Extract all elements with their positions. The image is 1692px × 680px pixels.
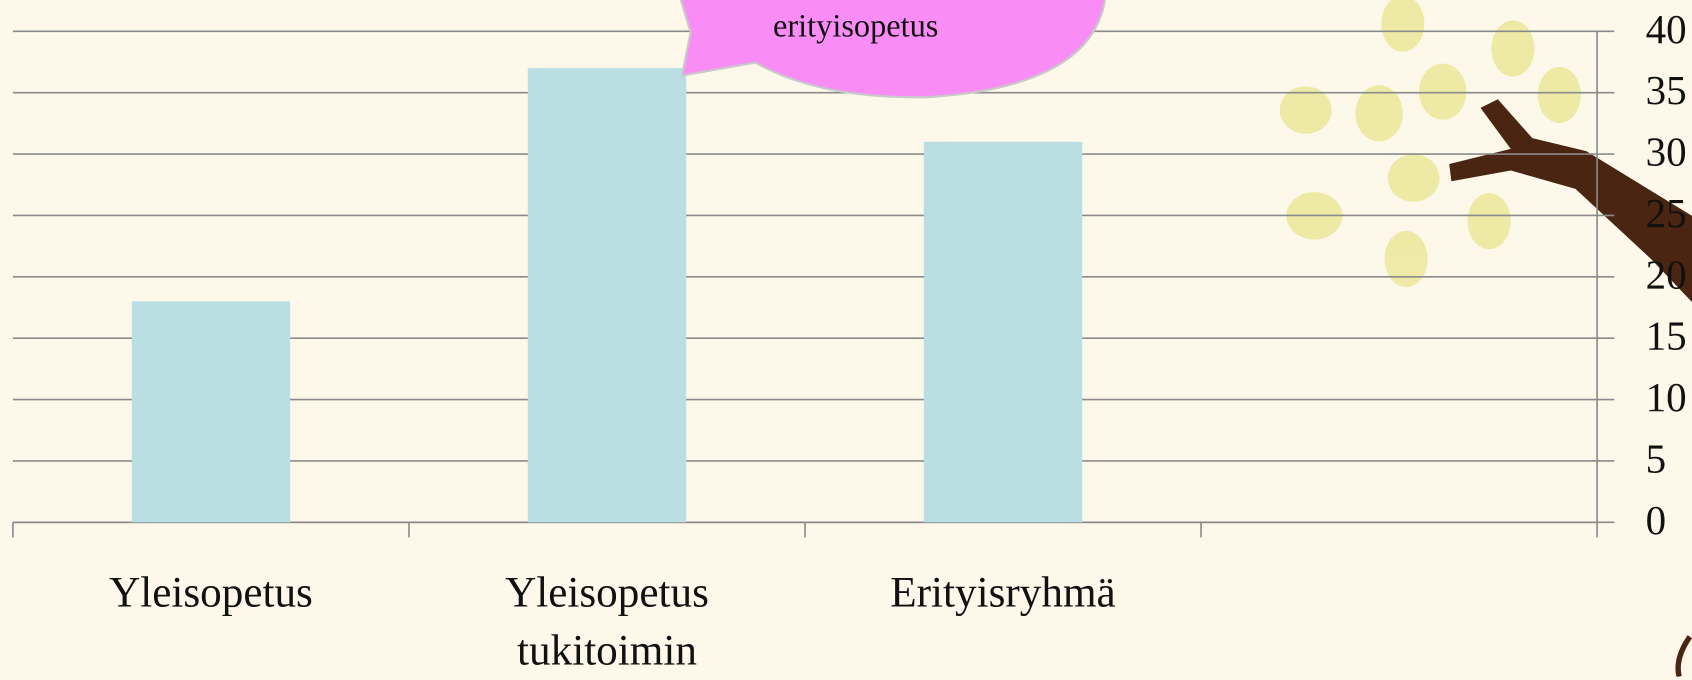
y-tick-label: 25 [1646,190,1687,236]
x-tick-label: Yleisopetus [84,563,337,621]
bar [132,301,290,522]
slide: 0 5 10 15 20 25 30 35 40 erityisopetus Yleisopet… [0,0,1692,677]
annotation: erityisopetus [773,9,938,45]
y-tick-label: 20 [1646,251,1687,297]
y-tick-label: 5 [1646,435,1667,481]
bar [528,68,686,522]
y-tick-label: 35 [1646,67,1687,113]
y-tick-label: 40 [1646,6,1687,52]
y-tick-label: 0 [1646,497,1667,543]
x-tick-label: Yleisopetus tukitoimin [480,563,733,680]
x-tick-label: Erityisryhmä [876,563,1129,621]
branch-bottom [1678,637,1690,677]
y-tick-label: 10 [1646,374,1687,420]
speech-bubble: erityisopetus [678,0,1106,97]
bars [132,68,1082,522]
bar [924,142,1082,523]
y-tick-label: 15 [1646,313,1687,359]
page: 0 5 10 15 20 25 30 35 40 erityisopetus Yleisopet… [0,0,1692,677]
y-tick-label: 30 [1646,129,1687,175]
